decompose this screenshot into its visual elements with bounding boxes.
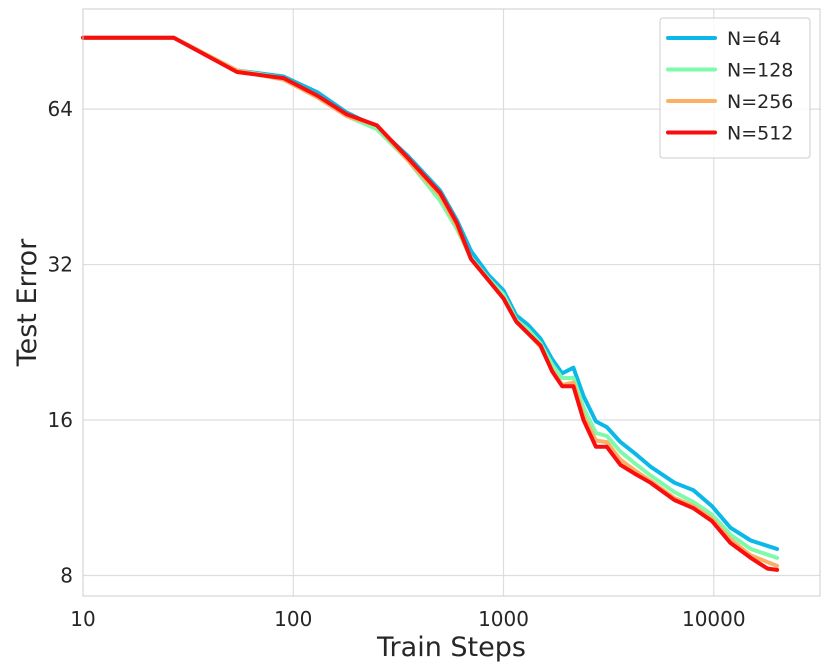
x-tick-labels: 10 100 1000 10000 xyxy=(70,607,745,631)
x-tick-label: 100 xyxy=(274,607,312,631)
legend-items: N=64 N=128 N=256 N=512 xyxy=(666,28,793,145)
legend: N=64 N=128 N=256 N=512 xyxy=(659,17,811,159)
series-lines xyxy=(81,35,780,572)
y-tick-labels: 8 16 32 64 xyxy=(48,97,73,587)
x-tick-label: 10 xyxy=(70,607,95,631)
y-tick-label: 64 xyxy=(48,97,73,121)
y-tick-label: 32 xyxy=(48,253,73,277)
y-axis-title: Test Error xyxy=(12,238,43,367)
y-tick-label: 8 xyxy=(60,563,73,587)
legend-box xyxy=(659,17,811,159)
legend-label: N=128 xyxy=(727,60,793,82)
y-tick-label: 16 xyxy=(48,408,73,432)
x-axis-title: Train Steps xyxy=(376,632,526,663)
x-tick-label: 10000 xyxy=(682,607,746,631)
series-line xyxy=(81,35,780,572)
plot-frame xyxy=(82,8,821,597)
legend-label: N=64 xyxy=(727,28,781,50)
x-tick-label: 1000 xyxy=(478,607,529,631)
legend-label: N=256 xyxy=(727,91,793,113)
legend-label: N=512 xyxy=(727,123,793,145)
